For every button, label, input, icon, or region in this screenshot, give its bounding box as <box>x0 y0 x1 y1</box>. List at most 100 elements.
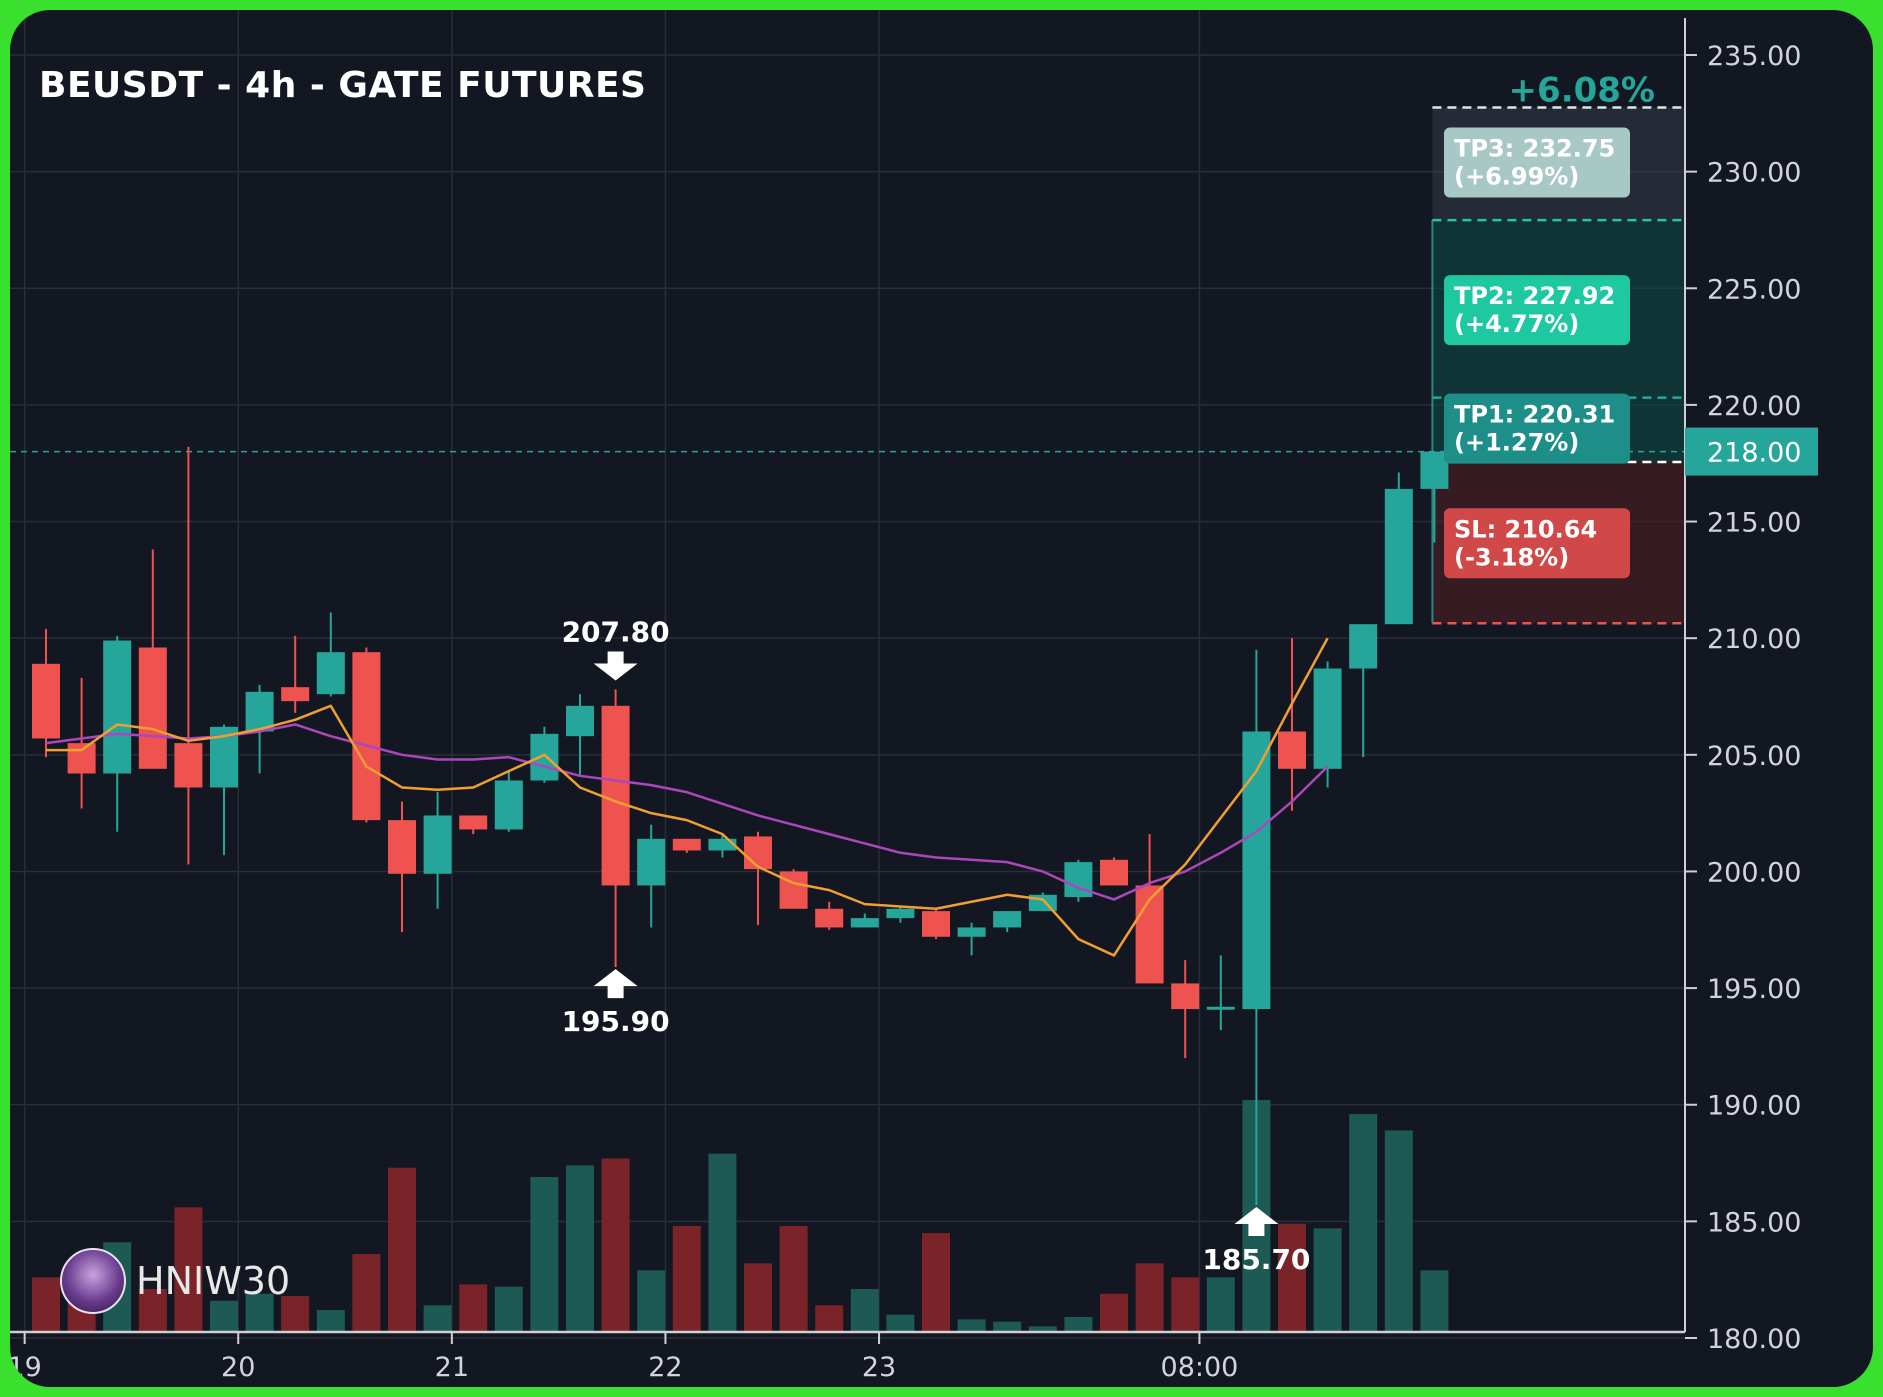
candle-body <box>103 640 132 774</box>
volume-bar <box>388 1167 416 1332</box>
volume-bars <box>32 1100 1449 1332</box>
candle-body <box>886 908 915 919</box>
grid <box>10 10 1685 1339</box>
level-box-tp1: TP1: 220.31(+1.27%) <box>1444 393 1630 464</box>
trade-zones <box>10 106 1685 625</box>
volume-bar <box>1384 1130 1413 1332</box>
level-pct: (+1.27%) <box>1454 429 1579 457</box>
volume-bar <box>1420 1270 1449 1332</box>
candle-body <box>245 691 274 732</box>
candle-body <box>744 836 772 870</box>
arrow-down-icon <box>593 651 638 681</box>
candle-body <box>530 733 559 781</box>
time-axis: ug192021222308:00 <box>10 1330 1685 1383</box>
y-tick-label: 200.00 <box>1707 857 1801 888</box>
watermark-text: HNIW30 <box>136 1259 291 1303</box>
candle-body <box>922 911 950 937</box>
volume-bar <box>566 1165 594 1332</box>
volume-bar <box>138 1289 167 1332</box>
candle-body <box>1420 451 1449 489</box>
candle-body <box>174 743 203 788</box>
volume-bar <box>352 1254 381 1332</box>
candle-body <box>672 838 701 851</box>
candle-body <box>281 687 310 702</box>
y-tick-label: 180.00 <box>1707 1324 1801 1355</box>
low-label: 195.90 <box>562 1005 670 1038</box>
volume-bar <box>672 1226 701 1332</box>
level-box-bg <box>1444 275 1630 346</box>
level-label: TP1: 220.31 <box>1454 401 1615 429</box>
arrow-up-icon <box>593 969 638 999</box>
volume-bar <box>316 1310 345 1332</box>
volume-bar <box>281 1296 310 1332</box>
volume-bar <box>1313 1228 1342 1332</box>
x-tick-label: 23 <box>862 1352 896 1383</box>
candle-body <box>1135 885 1164 984</box>
level-label: TP2: 227.92 <box>1454 282 1615 310</box>
candle-body <box>67 743 96 774</box>
y-tick-label: 205.00 <box>1707 741 1801 772</box>
x-tick-label: 20 <box>221 1352 255 1383</box>
x-tick-label: 21 <box>435 1352 469 1383</box>
candle-body <box>1171 983 1200 1010</box>
volume-bar <box>886 1314 915 1332</box>
level-label: TP3: 232.75 <box>1454 134 1615 162</box>
level-box-bg <box>1444 393 1630 464</box>
y-tick-label: 215.00 <box>1707 508 1801 539</box>
candle-body <box>708 838 737 851</box>
price-axis: 180.00 185.00 190.00 195.00 200.00 205.00 210.… <box>1684 18 1818 1355</box>
gain-label: +6.08% <box>1509 70 1655 110</box>
volume-bar <box>1206 1277 1235 1332</box>
y-tick-label: 225.00 <box>1707 274 1801 305</box>
candle-body <box>494 780 523 830</box>
chart-title: BEUSDT - 4h - GATE FUTURES <box>39 65 647 106</box>
candle-body <box>1384 488 1413 625</box>
high-label: 207.80 <box>562 616 670 649</box>
y-tick-label: 220.00 <box>1707 391 1801 422</box>
level-box-bg <box>1444 508 1630 579</box>
avatar <box>60 1248 126 1314</box>
volume-bar <box>779 1226 808 1332</box>
y-tick-label: 190.00 <box>1707 1091 1801 1122</box>
volume-bar <box>210 1300 238 1332</box>
candlesticks <box>32 446 1449 1206</box>
arrow-up-icon <box>1234 1207 1279 1237</box>
ma-fast-line <box>46 637 1329 957</box>
level-box-tp3: TP3: 232.75(+6.99%) <box>1444 127 1630 198</box>
volume-bar <box>1171 1277 1200 1332</box>
volume-bar <box>850 1289 879 1332</box>
candle-body <box>850 918 879 928</box>
volume-bar <box>708 1153 737 1332</box>
volume-bar <box>494 1286 523 1332</box>
level-pct: (+4.77%) <box>1454 310 1579 338</box>
candle-body <box>601 705 630 886</box>
candle-body <box>423 815 452 874</box>
level-box-sl: SL: 210.64(-3.18%) <box>1444 508 1630 579</box>
volume-bar <box>1028 1326 1057 1332</box>
y-tick-label: 185.00 <box>1707 1207 1801 1238</box>
volume-bar <box>245 1293 274 1332</box>
level-box-bg <box>1444 127 1630 198</box>
current-price-tag <box>1685 427 1818 476</box>
volume-bar <box>1064 1317 1093 1332</box>
x-tick-label: 19 <box>10 1352 42 1383</box>
volume-bar <box>530 1177 559 1332</box>
volume-bar <box>601 1158 630 1332</box>
volume-bar <box>922 1233 950 1332</box>
volume-bar <box>957 1319 986 1332</box>
volume-bar <box>815 1305 844 1332</box>
volume-bar <box>993 1321 1022 1332</box>
candle-body <box>637 838 666 886</box>
ma-slow-line <box>45 723 1329 901</box>
chart-frame: 207.80 195.90 185.70 TP3: 232.75 (+6.99%) TP2… <box>10 10 1873 1387</box>
candle-body <box>316 652 345 695</box>
volume-bar <box>1278 1223 1306 1332</box>
y-tick-label: 230.00 <box>1707 158 1801 189</box>
candle-body <box>1313 668 1342 769</box>
level-box-tp2: TP2: 227.92(+4.77%) <box>1444 275 1630 346</box>
candle-body <box>1278 731 1306 769</box>
candle-body <box>138 647 167 769</box>
x-tick-label: 08:00 <box>1161 1352 1239 1383</box>
candle-body <box>1206 1006 1235 1010</box>
candle-body <box>566 705 594 737</box>
